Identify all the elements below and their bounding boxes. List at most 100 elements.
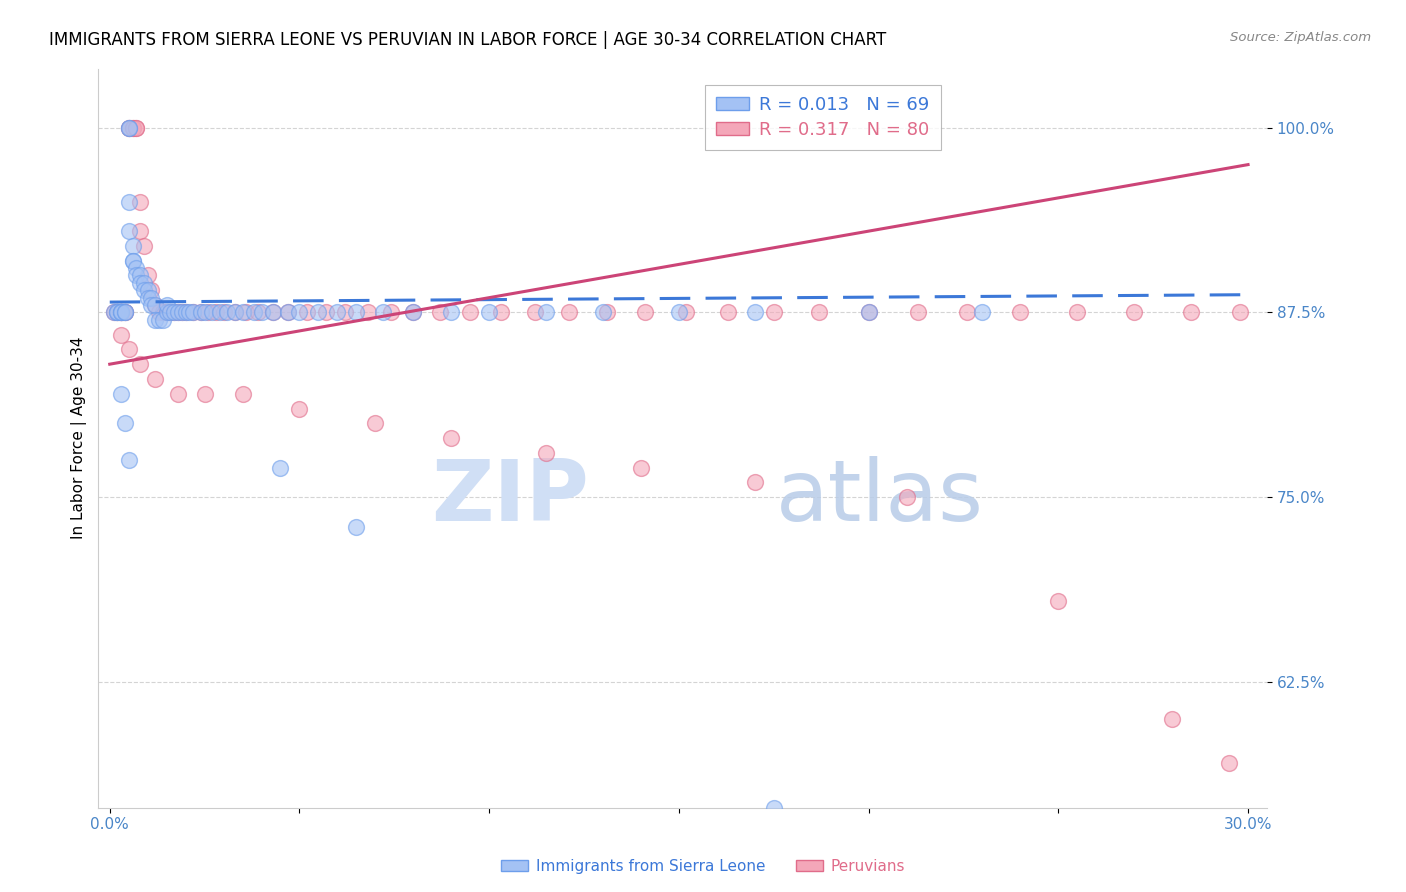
Point bbox=[288, 305, 311, 319]
Point bbox=[344, 520, 367, 534]
Point bbox=[212, 305, 235, 319]
Point bbox=[262, 305, 284, 319]
Point bbox=[129, 268, 152, 283]
Point bbox=[167, 305, 190, 319]
Point bbox=[156, 305, 179, 319]
Point bbox=[232, 386, 254, 401]
Point bbox=[194, 386, 217, 401]
Point bbox=[326, 305, 349, 319]
Point bbox=[402, 305, 425, 319]
Point bbox=[197, 305, 219, 319]
Point bbox=[163, 305, 186, 319]
Point bbox=[143, 372, 166, 386]
Point bbox=[235, 305, 257, 319]
Point bbox=[121, 253, 143, 268]
Point bbox=[558, 305, 581, 319]
Point bbox=[170, 305, 193, 319]
Point bbox=[295, 305, 318, 319]
Point bbox=[125, 120, 148, 135]
Point bbox=[344, 305, 367, 319]
Text: atlas: atlas bbox=[776, 456, 984, 539]
Point bbox=[277, 305, 299, 319]
Point bbox=[440, 431, 463, 445]
Point bbox=[110, 305, 132, 319]
Point bbox=[440, 305, 463, 319]
Point bbox=[307, 305, 329, 319]
Point bbox=[262, 305, 284, 319]
Point bbox=[205, 305, 228, 319]
Point bbox=[129, 276, 152, 290]
Point bbox=[132, 239, 155, 253]
Point bbox=[174, 305, 197, 319]
Point bbox=[1218, 756, 1240, 771]
Text: IMMIGRANTS FROM SIERRA LEONE VS PERUVIAN IN LABOR FORCE | AGE 30-34 CORRELATION : IMMIGRANTS FROM SIERRA LEONE VS PERUVIAN… bbox=[49, 31, 886, 49]
Point bbox=[114, 417, 136, 431]
Point bbox=[762, 800, 785, 814]
Point bbox=[858, 305, 880, 319]
Point bbox=[668, 305, 690, 319]
Point bbox=[110, 305, 132, 319]
Y-axis label: In Labor Force | Age 30-34: In Labor Force | Age 30-34 bbox=[72, 337, 87, 540]
Point bbox=[744, 475, 766, 490]
Point bbox=[201, 305, 224, 319]
Legend: R = 0.013   N = 69, R = 0.317   N = 80: R = 0.013 N = 69, R = 0.317 N = 80 bbox=[706, 85, 941, 150]
Point bbox=[217, 305, 239, 319]
Point bbox=[170, 305, 193, 319]
Point bbox=[858, 305, 880, 319]
Point bbox=[143, 313, 166, 327]
Point bbox=[110, 327, 132, 342]
Point bbox=[118, 194, 141, 209]
Point bbox=[592, 305, 614, 319]
Point bbox=[125, 120, 148, 135]
Point bbox=[118, 120, 141, 135]
Text: Source: ZipAtlas.com: Source: ZipAtlas.com bbox=[1230, 31, 1371, 45]
Point bbox=[224, 305, 246, 319]
Point bbox=[277, 305, 299, 319]
Point bbox=[159, 305, 181, 319]
Point bbox=[232, 305, 254, 319]
Point bbox=[156, 305, 179, 319]
Point bbox=[380, 305, 402, 319]
Point bbox=[534, 446, 557, 460]
Point bbox=[118, 120, 141, 135]
Point bbox=[174, 305, 197, 319]
Point bbox=[132, 276, 155, 290]
Point bbox=[179, 305, 201, 319]
Point bbox=[1229, 305, 1251, 319]
Point bbox=[118, 453, 141, 467]
Point bbox=[118, 343, 141, 357]
Point bbox=[136, 291, 159, 305]
Point bbox=[110, 305, 132, 319]
Point bbox=[121, 120, 143, 135]
Point bbox=[141, 291, 163, 305]
Point bbox=[634, 305, 657, 319]
Point bbox=[143, 298, 166, 312]
Point bbox=[118, 224, 141, 238]
Point bbox=[105, 305, 128, 319]
Point bbox=[118, 120, 141, 135]
Point bbox=[675, 305, 697, 319]
Point bbox=[167, 386, 190, 401]
Point bbox=[152, 305, 174, 319]
Point bbox=[125, 261, 148, 276]
Point bbox=[181, 305, 204, 319]
Point bbox=[163, 305, 186, 319]
Point bbox=[744, 305, 766, 319]
Point bbox=[156, 298, 179, 312]
Point bbox=[103, 305, 125, 319]
Point bbox=[246, 305, 269, 319]
Point bbox=[208, 305, 231, 319]
Point bbox=[1010, 305, 1032, 319]
Point bbox=[288, 401, 311, 416]
Point bbox=[129, 194, 152, 209]
Point bbox=[429, 305, 451, 319]
Point bbox=[121, 253, 143, 268]
Point bbox=[534, 305, 557, 319]
Point bbox=[181, 305, 204, 319]
Point bbox=[118, 120, 141, 135]
Point bbox=[110, 386, 132, 401]
Point bbox=[364, 417, 387, 431]
Point bbox=[190, 305, 212, 319]
Point bbox=[103, 305, 125, 319]
Point bbox=[224, 305, 246, 319]
